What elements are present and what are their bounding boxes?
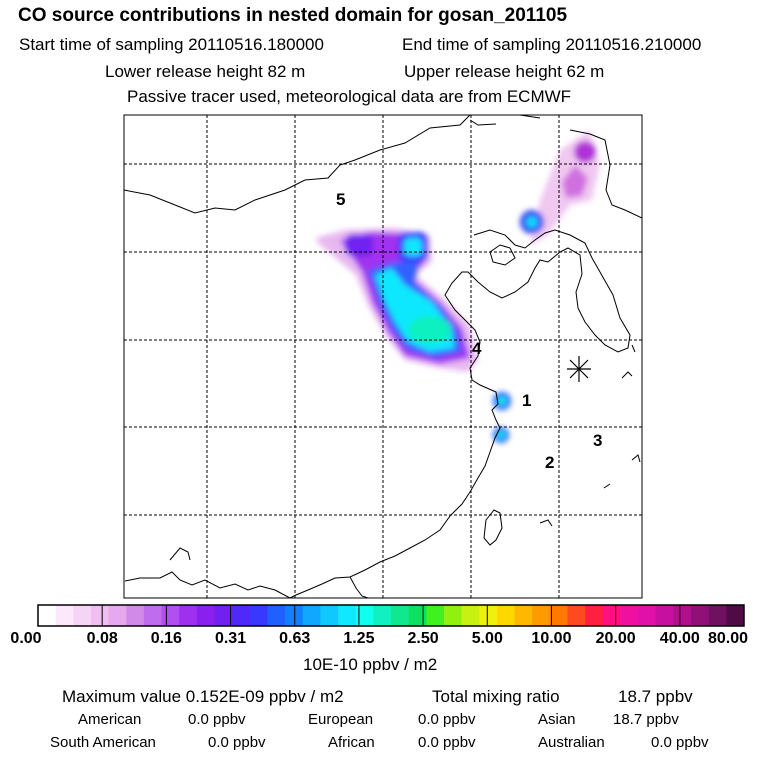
colorbar-tick-label: 0.08: [86, 630, 118, 647]
colorbar-swatch: [408, 605, 427, 626]
colorbar-swatch: [567, 605, 586, 626]
end-time-label: End time of sampling 20110516.210000: [402, 35, 702, 54]
colorbar-swatch: [496, 605, 516, 626]
start-time-label: Start time of sampling 20110516.180000: [19, 35, 324, 54]
gridlines: [124, 115, 642, 598]
colorbar-swatch: [673, 605, 692, 626]
plume-west-blob: [345, 234, 373, 256]
colorbar-swatch: [214, 605, 233, 626]
colorbar-swatch: [285, 605, 304, 626]
colorbar-swatch: [549, 605, 568, 626]
american-label: American: [78, 711, 142, 728]
map-label-3: 3: [593, 431, 602, 450]
colorbar-tick-label: 20.00: [595, 630, 636, 647]
colorbar-swatch: [249, 605, 268, 626]
colorbar-swatch: [514, 605, 533, 626]
african-label: African: [328, 734, 375, 751]
colorbar-swatch: [90, 605, 110, 626]
plume-north-blob-core: [404, 238, 422, 256]
south-american-label: South American: [50, 734, 156, 751]
maximum-value: Maximum value 0.152E-09 ppbv / m2: [62, 687, 344, 706]
tracer-note: Passive tracer used, meteorological data…: [127, 87, 572, 106]
colorbar-swatch: [620, 605, 639, 626]
colorbar-swatch: [302, 605, 321, 626]
ne-blob-lower-core: [526, 216, 538, 228]
colorbar-swatch: [726, 605, 745, 626]
colorbar-swatch: [267, 605, 286, 626]
colorbar-tick-label: 5.00: [471, 630, 503, 647]
ne-blob-upper: [574, 141, 596, 163]
colorbar-swatch: [73, 605, 92, 626]
colorbar-swatch: [461, 605, 480, 626]
asian-label: Asian: [538, 711, 576, 728]
colorbar-swatch: [232, 605, 251, 626]
colorbar-tick-label: 0.16: [150, 630, 182, 647]
colorbar-swatch: [708, 605, 727, 626]
colorbar-swatch: [196, 605, 215, 626]
colorbar-swatch: [179, 605, 198, 626]
colorbar-unit: 10E-10 ppbv / m2: [303, 655, 438, 674]
australian-value: 0.0 ppbv: [651, 734, 709, 751]
colorbar: [38, 605, 745, 626]
colorbar-swatch: [532, 605, 551, 626]
colorbar-swatch: [602, 605, 621, 626]
chart-title: CO source contributions in nested domain…: [18, 5, 568, 26]
hotspot-1-core: [498, 397, 506, 405]
map-label-5: 5: [336, 190, 345, 209]
colorbar-swatch: [479, 605, 498, 626]
american-value: 0.0 ppbv: [188, 711, 246, 728]
colorbar-tick-label: 40.00: [659, 630, 700, 647]
colorbar-tick-label: 0.63: [279, 630, 311, 647]
european-value: 0.0 ppbv: [418, 711, 476, 728]
total-mixing-ratio-value: 18.7 ppbv: [618, 687, 693, 706]
european-label: European: [308, 711, 374, 728]
ne-blob-mid: [562, 165, 588, 198]
colorbar-swatch: [691, 605, 710, 626]
colorbar-tick-label: 1.25: [343, 630, 375, 647]
colorbar-swatch: [161, 605, 180, 626]
colorbar-swatch: [108, 605, 127, 626]
map-label-1: 1: [522, 391, 531, 410]
map-label-2: 2: [545, 453, 554, 472]
colorbar-tick-label: 2.50: [407, 630, 439, 647]
colorbar-swatch: [320, 605, 339, 626]
colorbar-swatch: [38, 605, 57, 626]
concentration-plume: [315, 130, 600, 443]
colorbar-tick-label: 0.00: [10, 630, 42, 647]
receptor-star-marker: [567, 356, 591, 382]
colorbar-tick-label: 10.00: [531, 630, 572, 647]
african-value: 0.0 ppbv: [418, 734, 476, 751]
colorbar-swatch: [126, 605, 145, 626]
upper-release-height-label: Upper release height 62 m: [404, 62, 605, 81]
colorbar-swatch: [655, 605, 674, 626]
map-label-4: 4: [472, 339, 482, 358]
colorbar-swatch: [426, 605, 445, 626]
colorbar-frame: [37, 604, 745, 627]
colorbar-tick-label: 80.00: [707, 630, 749, 647]
colorbar-swatch: [338, 605, 357, 626]
asian-value: 18.7 ppbv: [613, 711, 679, 728]
south-american-value: 0.0 ppbv: [208, 734, 266, 751]
colorbar-swatch: [355, 605, 374, 626]
plume-peak: [408, 316, 452, 344]
colorbar-swatch: [443, 605, 463, 626]
colorbar-dividers: [101, 605, 681, 626]
colorbar-swatch: [143, 605, 163, 626]
colorbar-swatch: [55, 605, 74, 626]
lower-release-height-label: Lower release height 82 m: [105, 62, 306, 81]
map-frame: [123, 114, 643, 599]
australian-label: Australian: [538, 734, 605, 751]
colorbar-tick-label: 0.31: [214, 630, 247, 647]
colorbar-swatch: [373, 605, 392, 626]
total-mixing-ratio-label: Total mixing ratio: [432, 687, 560, 706]
coastlines: [124, 115, 642, 598]
hotspot-2-core: [497, 431, 505, 439]
colorbar-swatch: [638, 605, 657, 626]
colorbar-swatch: [585, 605, 604, 626]
colorbar-swatch: [391, 605, 410, 626]
